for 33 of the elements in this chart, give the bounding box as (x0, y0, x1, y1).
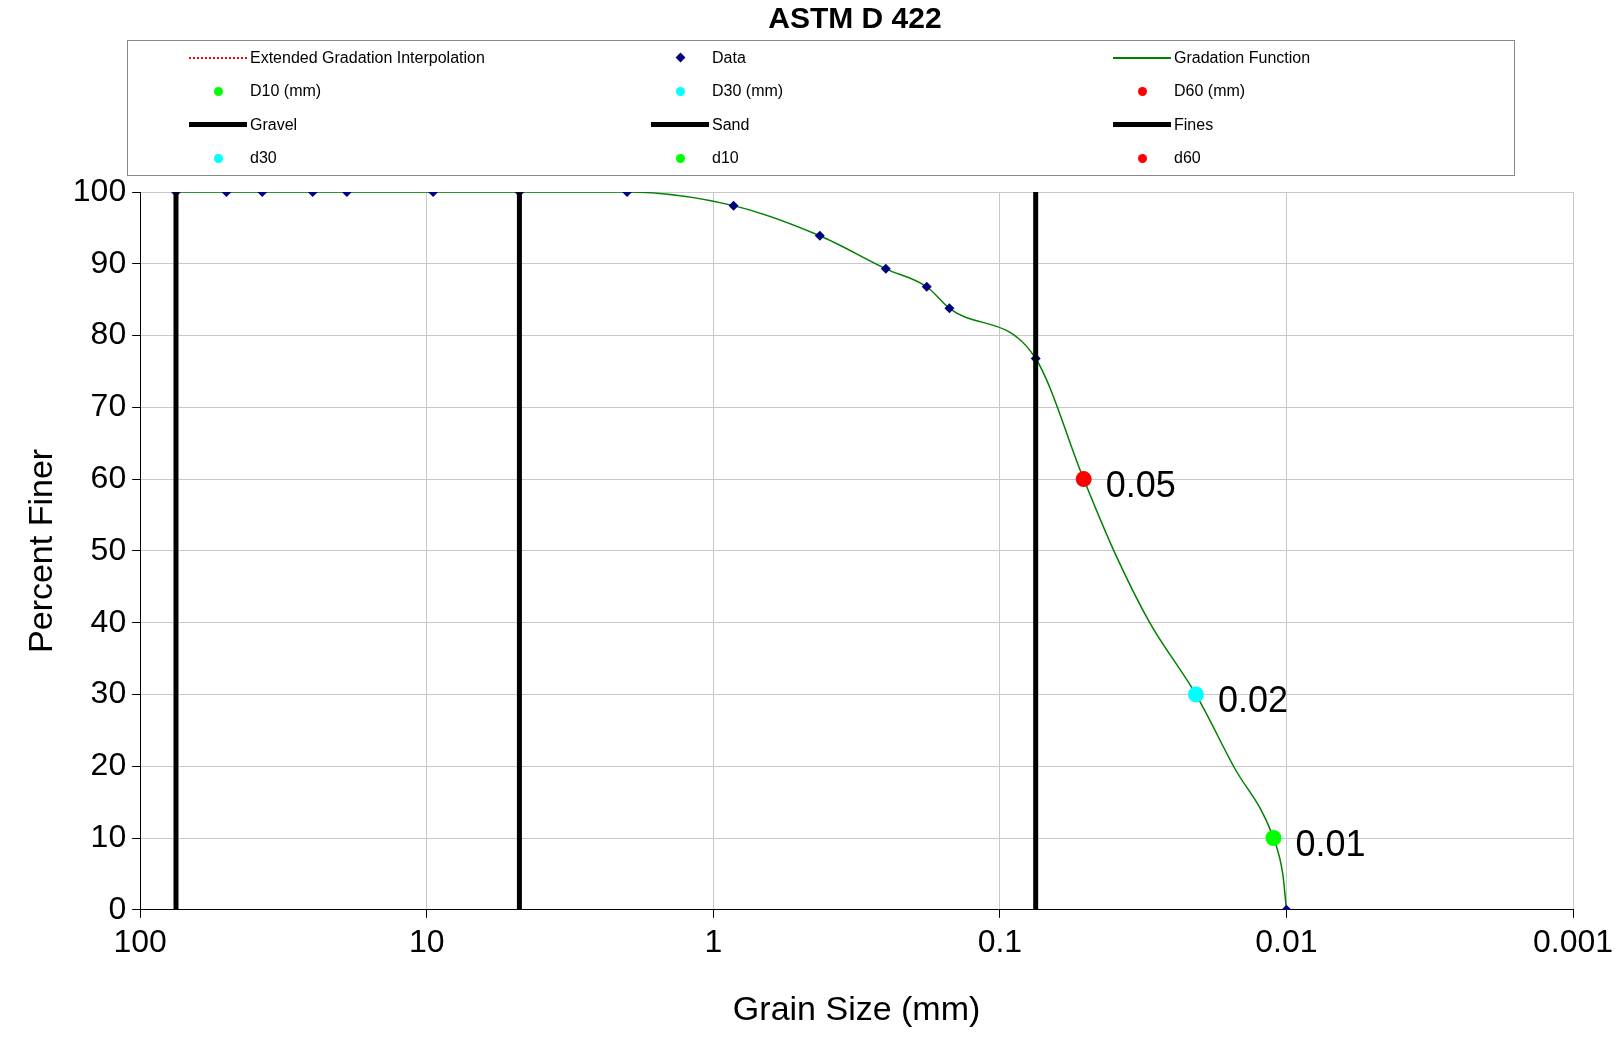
y-tick-label: 80 (90, 315, 127, 352)
legend-label: Gravel (250, 115, 298, 134)
y-tick-label: 20 (90, 746, 127, 783)
x-tick-label: 0.1 (977, 922, 1023, 959)
y-tick-label: 70 (90, 387, 127, 424)
y-tick-label: 60 (90, 458, 127, 495)
y-tick-label: 10 (90, 817, 127, 854)
annotation: 0.05 (1105, 464, 1176, 506)
x-axis-title: Grain Size (mm) (732, 988, 981, 1027)
x-tick-label: 0.01 (1255, 922, 1318, 959)
x-tick-label: 0.001 (1532, 922, 1614, 959)
y-tick-label: 90 (90, 243, 127, 280)
legend-label: Sand (712, 115, 750, 134)
legend-label: D30 (mm) (712, 82, 784, 101)
legend-label: Fines (1174, 115, 1214, 134)
legend-label: Extended Gradation Interpolation (250, 48, 485, 67)
legend-label: D10 (mm) (250, 82, 322, 101)
y-tick-label: 100 (72, 171, 127, 208)
y-tick-label: 50 (90, 530, 127, 567)
legend-label: d10 (712, 149, 739, 168)
x-tick-label: 10 (408, 922, 445, 959)
legend-label: Gradation Function (1174, 48, 1311, 67)
legend-label: D60 (mm) (1174, 82, 1246, 101)
x-tick-label: 1 (704, 922, 723, 959)
y-axis-title: Percent Finer (20, 448, 59, 653)
annotation: 0.01 (1295, 822, 1366, 864)
legend-label: d30 (250, 149, 277, 168)
annotation: 0.02 (1217, 679, 1288, 721)
y-tick-label: 40 (90, 602, 127, 639)
chart-title: ASTM D 422 (767, 0, 943, 36)
legend-label: d60 (1174, 149, 1201, 168)
legend-label: Data (712, 48, 746, 67)
y-tick-label: 30 (90, 674, 127, 711)
